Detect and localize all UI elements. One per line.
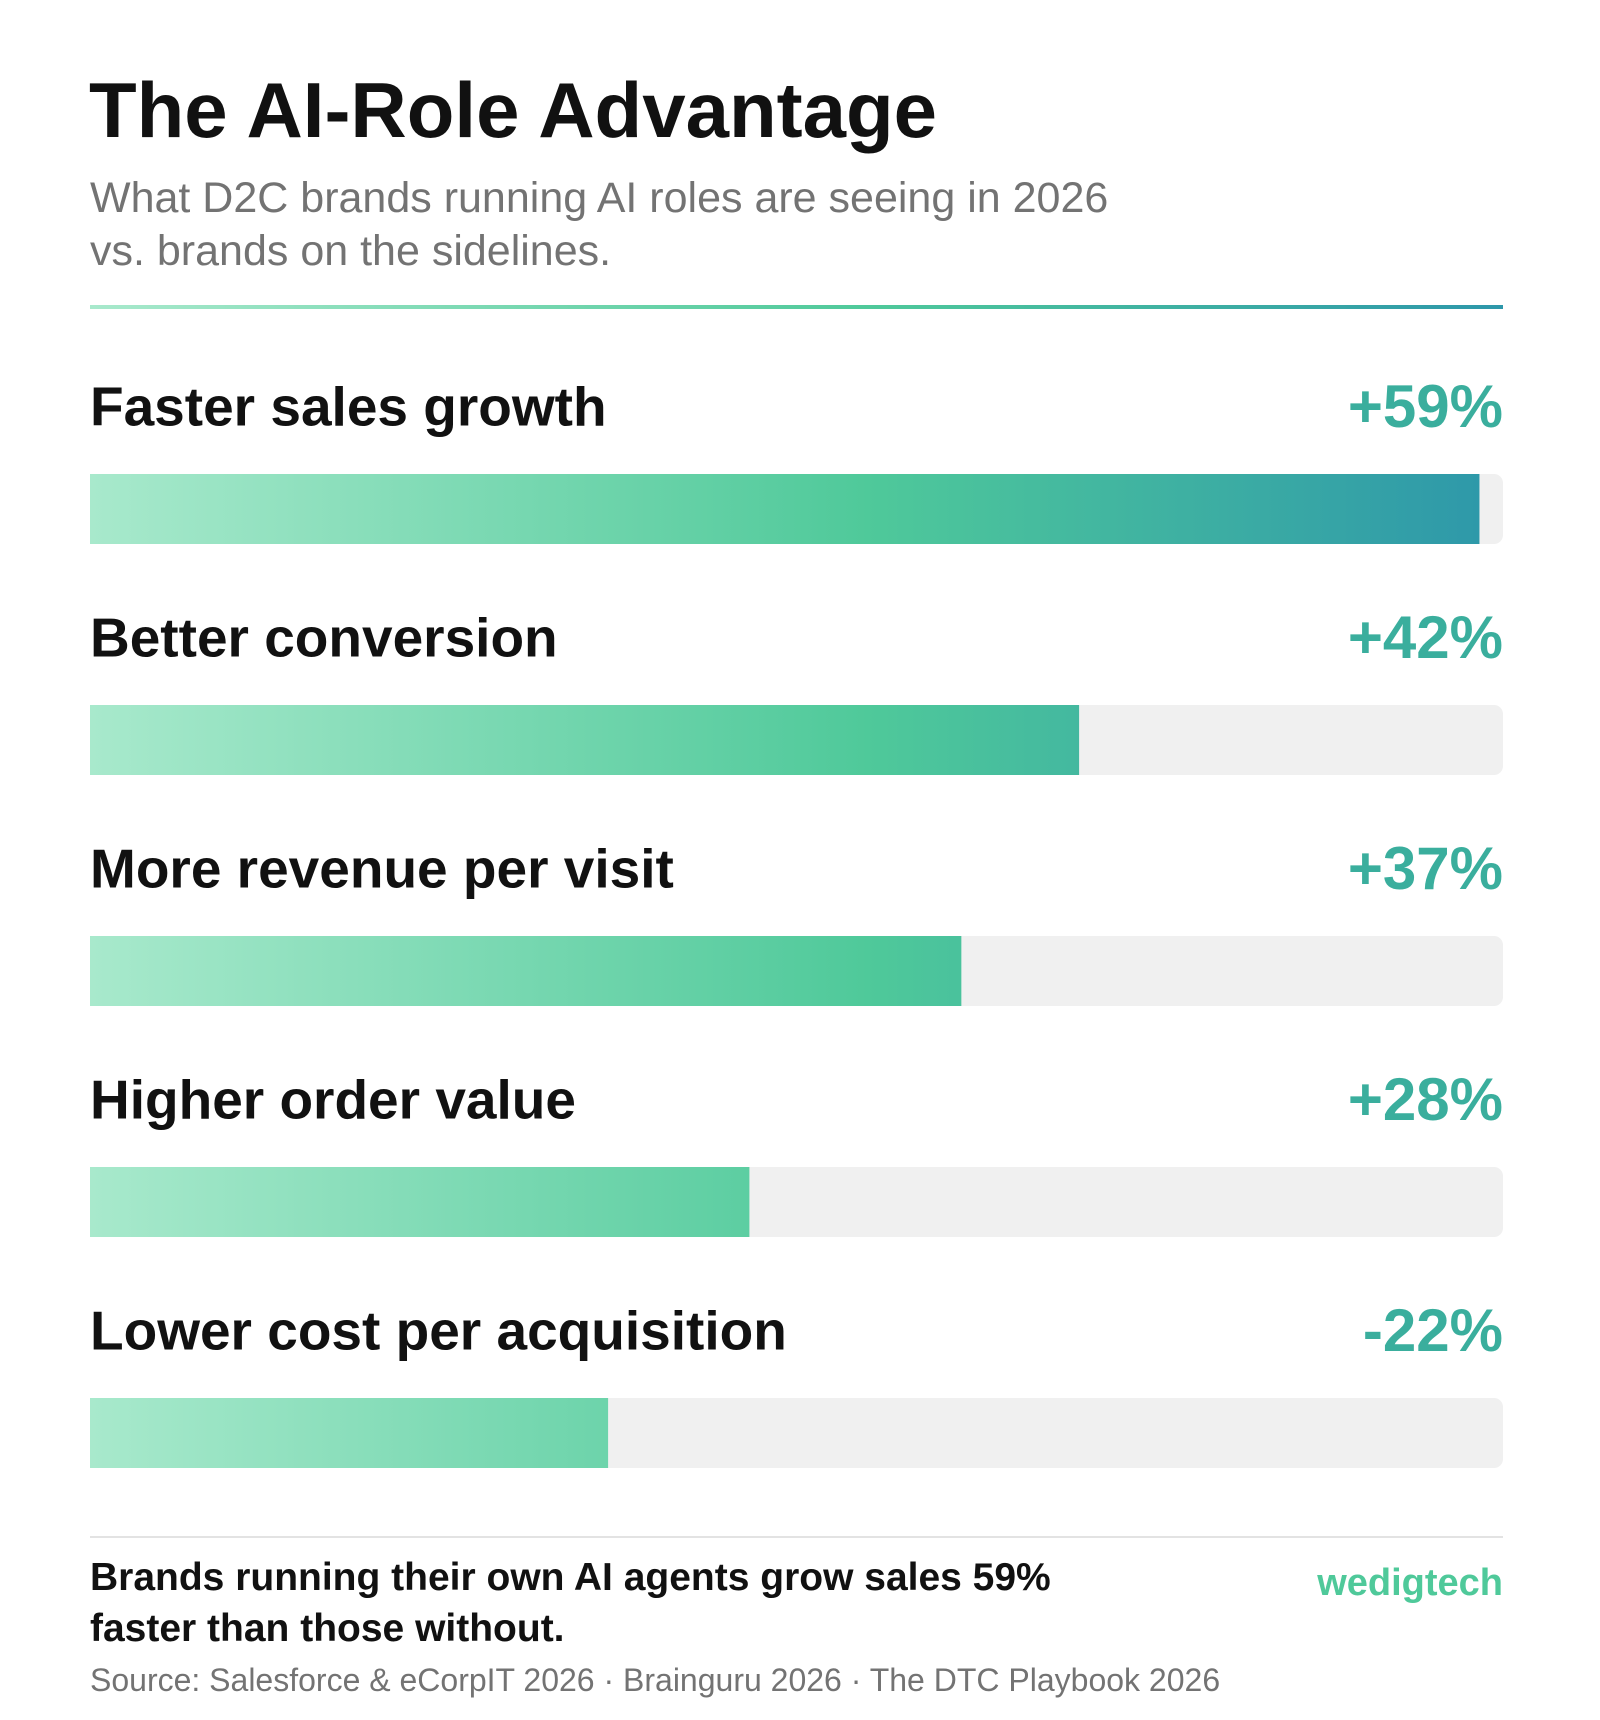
header-rule [90, 305, 1503, 309]
value-label: +28% [1348, 1066, 1503, 1133]
chart-title: The AI-Role Advantage [89, 66, 937, 154]
category-label: Higher order value [90, 1069, 576, 1131]
value-label: +59% [1348, 373, 1503, 440]
value-label: +42% [1348, 604, 1503, 671]
bar [90, 1167, 750, 1237]
category-label: Lower cost per acquisition [90, 1300, 787, 1362]
chart-subtitle: What D2C brands running AI roles are see… [90, 174, 1109, 275]
footnote: Brands running their own AI agents grow … [90, 1556, 1051, 1650]
chart: Faster sales growth +59% Better conversion… [90, 373, 1503, 1468]
bar [90, 1398, 609, 1468]
bar [90, 474, 1480, 544]
source: Source: Salesforce & eCorpIT 2026 · Brai… [90, 1662, 1221, 1698]
bar [90, 705, 1080, 775]
bar [90, 936, 962, 1006]
brand: wedigtech [1317, 1562, 1503, 1604]
category-label: More revenue per visit [90, 838, 674, 900]
value-label: +37% [1348, 835, 1503, 902]
category-label: Faster sales growth [90, 376, 607, 438]
category-label: Better conversion [90, 607, 558, 669]
footer-rule [90, 1536, 1503, 1538]
value-label: -22% [1363, 1297, 1503, 1364]
